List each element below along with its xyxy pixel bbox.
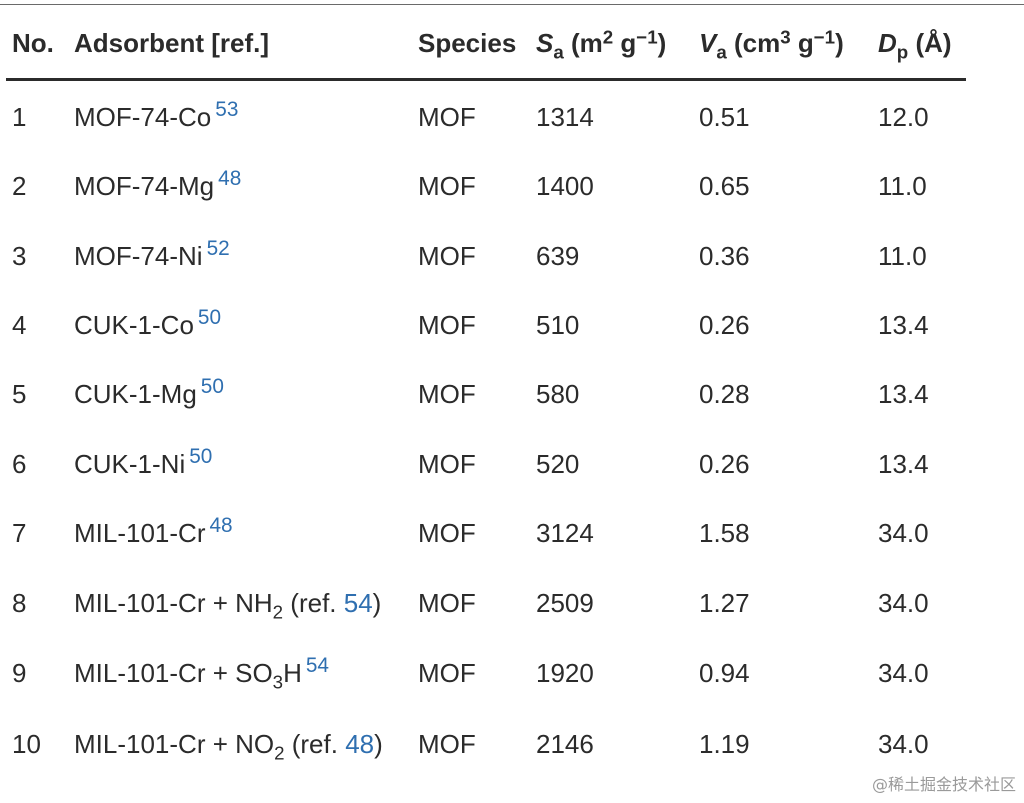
row-no: 1 [12,102,27,132]
ref-link[interactable]: 50 [189,444,213,468]
row-species: MOF [418,658,476,688]
row-adsorbent: MIL-101-Cr + NO2 (ref. 48) [74,729,383,764]
row-adsorbent: MIL-101-Cr + SO3H 54 [74,653,329,693]
table-row: 1 MOF-74-Co 53 MOF 1314 0.51 12.0 [0,97,1024,137]
row-species: MOF [418,241,476,271]
row-species: MOF [418,310,476,340]
row-adsorbent: MIL-101-Cr + NH2 (ref. 54) [74,588,382,623]
row-dp: 13.4 [878,449,929,479]
row-sa: 1400 [536,171,594,201]
row-va: 0.51 [699,102,750,132]
table-row: 5 CUK-1-Mg 50 MOF 580 0.28 13.4 [0,374,1024,414]
row-sa: 1920 [536,658,594,688]
header-species: Species [418,28,517,58]
watermark: @稀土掘金技术社区 [871,775,1016,794]
row-sa: 1314 [536,102,594,132]
row-no: 4 [12,310,27,340]
row-dp: 12.0 [878,102,929,132]
row-dp: 13.4 [878,379,929,409]
row-dp: 11.0 [878,171,927,201]
row-dp: 34.0 [878,729,929,759]
row-adsorbent: CUK-1-Ni 50 [74,444,213,479]
ref-link[interactable]: 54 [343,588,373,618]
row-no: 5 [12,379,27,409]
row-va: 1.19 [699,729,750,759]
ref-link[interactable]: 52 [206,236,230,260]
table-row: 9 MIL-101-Cr + SO3H 54 MOF 1920 0.94 34.0 [0,653,1024,693]
table-row: 4 CUK-1-Co 50 MOF 510 0.26 13.4 [0,305,1024,345]
row-dp: 34.0 [878,588,929,618]
header-adsorbent: Adsorbent [ref.] [74,28,269,58]
ref-link[interactable]: 48 [209,513,233,537]
row-species: MOF [418,171,476,201]
row-no: 6 [12,449,27,479]
row-dp: 13.4 [878,310,929,340]
row-va: 0.36 [699,241,750,271]
ref-link[interactable]: 54 [305,653,329,677]
row-sa: 580 [536,379,580,409]
table-row: 7 MIL-101-Cr 48 MOF 3124 1.58 34.0 [0,513,1024,553]
row-dp: 34.0 [878,518,929,548]
row-va: 0.26 [699,449,750,479]
ref-link[interactable]: 48 [345,729,375,759]
ref-link[interactable]: 50 [197,305,222,329]
row-species: MOF [418,102,476,132]
ref-link[interactable]: 50 [200,374,224,398]
row-adsorbent: MIL-101-Cr 48 [74,513,233,548]
row-sa: 520 [536,449,580,479]
row-sa: 2509 [536,588,594,618]
row-no: 9 [12,658,27,688]
row-sa: 3124 [536,518,594,548]
row-va: 0.65 [699,171,750,201]
row-dp: 34.0 [878,658,929,688]
table-row: 2 MOF-74-Mg 48 MOF 1400 0.65 11.0 [0,166,1024,206]
row-species: MOF [418,729,476,759]
row-adsorbent: MOF-74-Co 53 [74,97,239,132]
header-no: No. [12,28,54,58]
table-top-rule [0,4,1024,5]
header-pore-volume: Va (cm3 g−1) [699,26,844,63]
row-adsorbent: CUK-1-Mg 50 [74,374,224,409]
row-va: 1.58 [699,518,750,548]
row-no: 8 [12,588,27,618]
row-dp: 11.0 [878,241,927,271]
row-no: 3 [12,241,27,271]
ref-link[interactable]: 53 [215,97,239,121]
row-species: MOF [418,449,476,479]
row-species: MOF [418,518,476,548]
header-pore-diameter: Dp (Å) [878,28,952,63]
row-sa: 639 [536,241,580,271]
row-no: 2 [12,171,27,201]
row-adsorbent: CUK-1-Co 50 [74,305,222,340]
row-species: MOF [418,588,476,618]
ref-link[interactable]: 48 [218,166,242,190]
table-row: 3 MOF-74-Ni 52 MOF 639 0.36 11.0 [0,236,1024,276]
row-va: 0.94 [699,658,750,688]
row-species: MOF [418,379,476,409]
table-header: No. Adsorbent [ref.] Species Sa (m2 g−1)… [0,23,1024,63]
row-sa: 510 [536,310,580,340]
row-no: 10 [12,729,41,759]
row-va: 0.28 [699,379,750,409]
row-adsorbent: MOF-74-Ni 52 [74,236,230,271]
row-va: 0.26 [699,310,750,340]
header-rule [6,78,966,81]
table-row: 6 CUK-1-Ni 50 MOF 520 0.26 13.4 [0,444,1024,484]
header-surface-area: Sa (m2 g−1) [536,26,667,63]
table-row: 8 MIL-101-Cr + NH2 (ref. 54) MOF 2509 1.… [0,583,1024,623]
row-adsorbent: MOF-74-Mg 48 [74,166,242,201]
table-row: 10 MIL-101-Cr + NO2 (ref. 48) MOF 2146 1… [0,724,1024,764]
row-va: 1.27 [699,588,750,618]
row-no: 7 [12,518,27,548]
row-sa: 2146 [536,729,594,759]
